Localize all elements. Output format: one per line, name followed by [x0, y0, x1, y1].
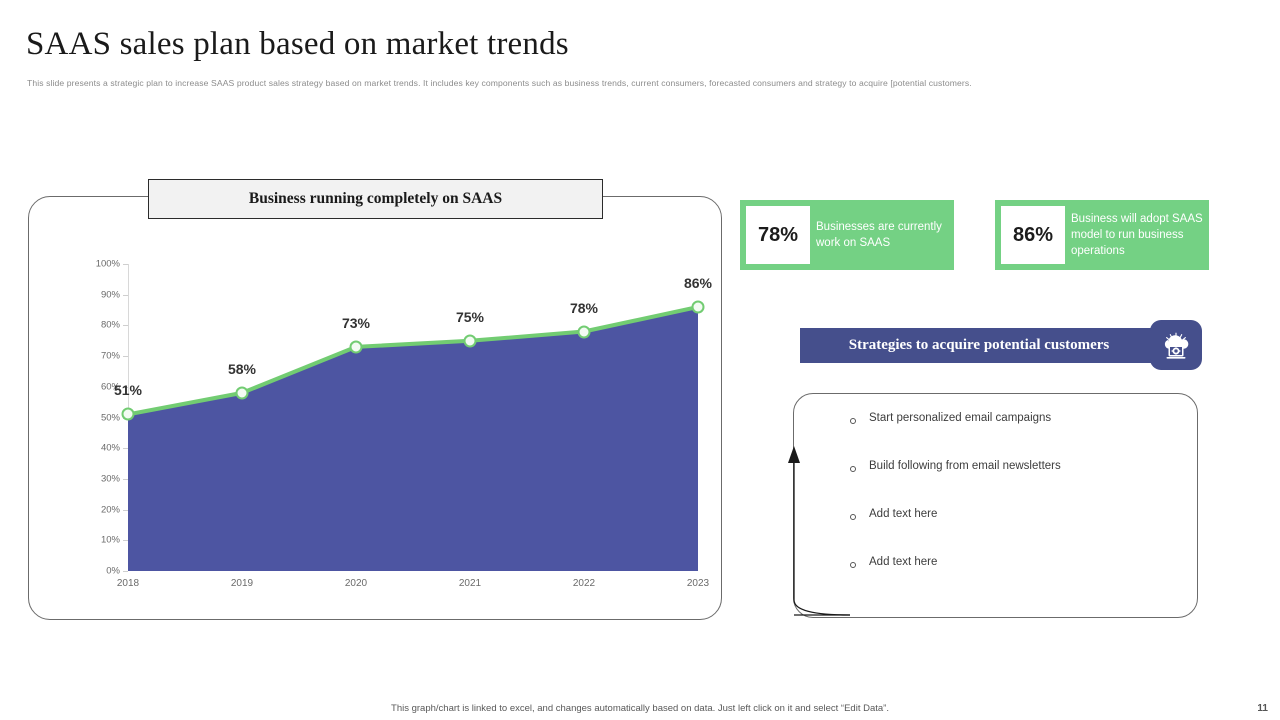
y-axis-tick-label: 40%	[100, 442, 120, 454]
data-point-marker[interactable]	[691, 300, 705, 314]
x-axis-tick-label: 2022	[572, 578, 596, 589]
data-point-label: 58%	[227, 360, 257, 377]
data-point-marker[interactable]	[235, 386, 249, 400]
stat-value: 86%	[1001, 206, 1065, 264]
data-point-label: 78%	[569, 299, 599, 316]
stat-description: Business will adopt SAAS model to run bu…	[1071, 213, 1203, 257]
data-point-label: 75%	[455, 308, 485, 325]
y-axis-tick	[123, 509, 128, 511]
list-item-label: Build following from email newsletters	[869, 460, 1061, 472]
x-axis-tick-label: 2020	[344, 578, 368, 589]
plot-area: 51% 58% 73% 75% 78% 86%	[114, 264, 712, 572]
y-axis-tick-label: 60%	[100, 381, 120, 393]
list-item[interactable]: Add text here	[850, 556, 1180, 604]
list-item-label: Add text here	[869, 556, 938, 568]
bullet-circle-icon	[850, 562, 856, 568]
cloud-computing-glyph	[1164, 332, 1189, 359]
y-axis-tick-label: 30%	[100, 473, 120, 485]
x-axis-tick-label: 2018	[116, 578, 140, 589]
y-axis-tick	[123, 448, 128, 450]
stat-card-businesses-forecast: 86% Business will adopt SAAS model to ru…	[995, 200, 1209, 270]
bullet-circle-icon	[850, 418, 856, 424]
y-axis-tick-label: 50%	[100, 412, 120, 423]
page-title: SAAS sales plan based on market trends	[26, 26, 569, 62]
data-point-marker[interactable]	[349, 340, 363, 354]
data-point-label: 73%	[341, 314, 371, 331]
y-axis-tick	[123, 540, 128, 542]
y-axis-tick	[123, 325, 128, 327]
y-axis-labels: 0% 10% 20% 30% 40% 50% 60% 70% 80% 90% 100%	[80, 259, 120, 577]
y-axis-tick	[123, 386, 128, 388]
stat-value: 78%	[746, 206, 810, 264]
stat-card-businesses-current: 78% Businesses are currently work on SAA…	[740, 200, 954, 270]
data-point-marker[interactable]	[463, 334, 477, 348]
data-point-marker[interactable]	[121, 407, 135, 421]
x-axis-tick-label: 2023	[686, 578, 710, 589]
stat-description: Businesses are currently work on SAAS	[816, 221, 942, 249]
page-subtitle: This slide presents a strategic plan to …	[27, 78, 972, 88]
list-item-label: Start personalized email campaigns	[869, 412, 1052, 424]
y-axis-tick	[123, 571, 128, 572]
list-item-label: Add text here	[869, 508, 938, 520]
y-axis-tick-label: 90%	[100, 289, 120, 301]
y-axis-tick-label: 80%	[100, 319, 120, 331]
bullet-circle-icon	[850, 514, 856, 520]
strategies-list: Start personalized email campaigns Build …	[850, 412, 1180, 604]
x-axis-tick-label: 2019	[230, 578, 254, 589]
y-axis-tick-label: 20%	[100, 504, 120, 516]
list-item[interactable]: Build following from email newsletters	[850, 460, 1180, 508]
y-axis-tick-label: 10%	[100, 534, 120, 546]
y-axis-tick	[123, 478, 128, 480]
bullet-circle-icon	[850, 466, 856, 472]
y-axis-tick-label: 70%	[100, 350, 120, 362]
data-point-label: 51%	[113, 382, 143, 399]
list-item[interactable]: Start personalized email campaigns	[850, 412, 1180, 460]
x-axis-labels: 2018 2019 2020 2021 2022 2023	[117, 578, 709, 598]
chart-title-banner: Business running completely on SAAS	[148, 179, 603, 219]
y-axis-tick-label: 100%	[95, 258, 120, 270]
y-axis-tick	[123, 294, 128, 296]
curved-arrow-icon	[788, 446, 851, 616]
cloud-computing-icon	[1150, 320, 1202, 370]
chart-series-svg	[128, 305, 698, 571]
y-axis-tick	[123, 264, 128, 265]
footer-note: This graph/chart is linked to excel, and…	[391, 703, 889, 714]
x-axis-tick-label: 2021	[458, 578, 482, 589]
y-axis-tick-label: 0%	[106, 565, 120, 577]
data-point-label: 86%	[683, 274, 713, 291]
area-chart[interactable]: 0% 10% 20% 30% 40% 50% 60% 70% 80% 90% 100% 51% 58%…	[28, 196, 722, 620]
page-number: 11	[1257, 703, 1268, 714]
y-axis-tick	[123, 356, 128, 358]
list-item[interactable]: Add text here	[850, 508, 1180, 556]
strategies-list-panel	[793, 393, 1198, 618]
data-point-marker[interactable]	[577, 325, 591, 339]
strategies-title-banner: Strategies to acquire potential customer…	[800, 328, 1158, 363]
